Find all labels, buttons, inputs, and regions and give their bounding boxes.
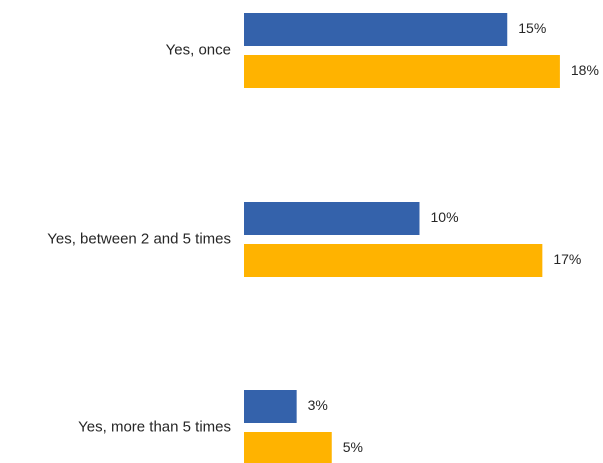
bar-yes-once-series-1	[244, 13, 508, 46]
data-label-yes-once-series-2: 18%	[571, 62, 599, 78]
data-label-yes-more-than-5-times-series-2: 5%	[343, 439, 363, 455]
category-label-yes-between-2-and-5-times: Yes, between 2 and 5 times	[47, 230, 231, 247]
bar-yes-more-than-5-times-series-1	[244, 390, 297, 423]
bar-yes-once-series-2	[244, 55, 560, 88]
category-label-yes-more-than-5-times: Yes, more than 5 times	[78, 418, 231, 435]
data-label-yes-once-series-1: 15%	[518, 20, 546, 36]
data-label-yes-more-than-5-times-series-1: 3%	[308, 397, 328, 413]
data-label-yes-between-2-and-5-times-series-1: 10%	[431, 209, 459, 225]
bars-group	[244, 13, 560, 463]
data-label-yes-between-2-and-5-times-series-2: 17%	[553, 251, 581, 267]
bar-yes-between-2-and-5-times-series-2	[244, 244, 543, 277]
bar-yes-more-than-5-times-series-2	[244, 432, 332, 463]
labels-group: 15% 18% Yes, once 10% 17% Yes, between 2 and …	[47, 20, 599, 455]
bar-yes-between-2-and-5-times-series-1	[244, 202, 420, 235]
category-label-yes-once: Yes, once	[166, 41, 231, 58]
